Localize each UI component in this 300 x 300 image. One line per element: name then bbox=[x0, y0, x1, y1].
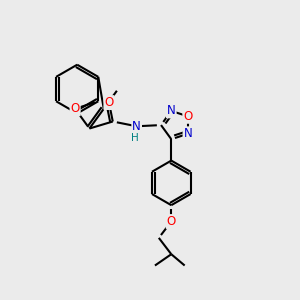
Text: N: N bbox=[167, 104, 176, 117]
Text: O: O bbox=[167, 215, 176, 228]
Text: N: N bbox=[132, 120, 141, 133]
Text: O: O bbox=[183, 110, 193, 123]
Text: O: O bbox=[70, 102, 80, 115]
Text: O: O bbox=[104, 96, 114, 109]
Text: N: N bbox=[184, 127, 192, 140]
Text: H: H bbox=[131, 133, 139, 142]
